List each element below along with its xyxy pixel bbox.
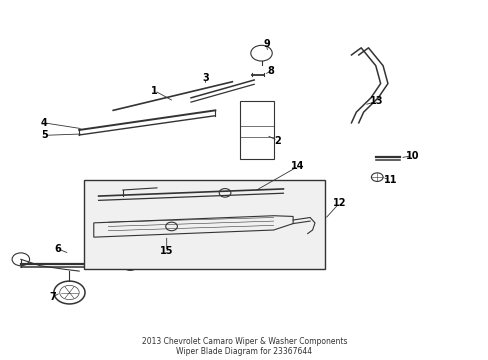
Text: 13: 13 [369, 96, 383, 107]
Text: 2013 Chevrolet Camaro Wiper & Washer Components
Wiper Blade Diagram for 23367644: 2013 Chevrolet Camaro Wiper & Washer Com… [142, 337, 346, 356]
Polygon shape [84, 180, 324, 269]
Text: 10: 10 [405, 151, 418, 161]
Text: 7: 7 [49, 292, 56, 302]
Text: 2: 2 [274, 136, 281, 146]
Text: 1: 1 [151, 86, 158, 96]
Text: 4: 4 [41, 118, 47, 128]
Text: 8: 8 [267, 66, 274, 76]
Text: 14: 14 [291, 161, 304, 171]
Text: 3: 3 [202, 73, 208, 83]
Text: 12: 12 [332, 198, 346, 208]
Text: 6: 6 [54, 244, 61, 253]
Text: 9: 9 [263, 39, 269, 49]
Text: 5: 5 [41, 130, 47, 140]
Text: 15: 15 [160, 247, 173, 256]
Text: 11: 11 [383, 175, 396, 185]
